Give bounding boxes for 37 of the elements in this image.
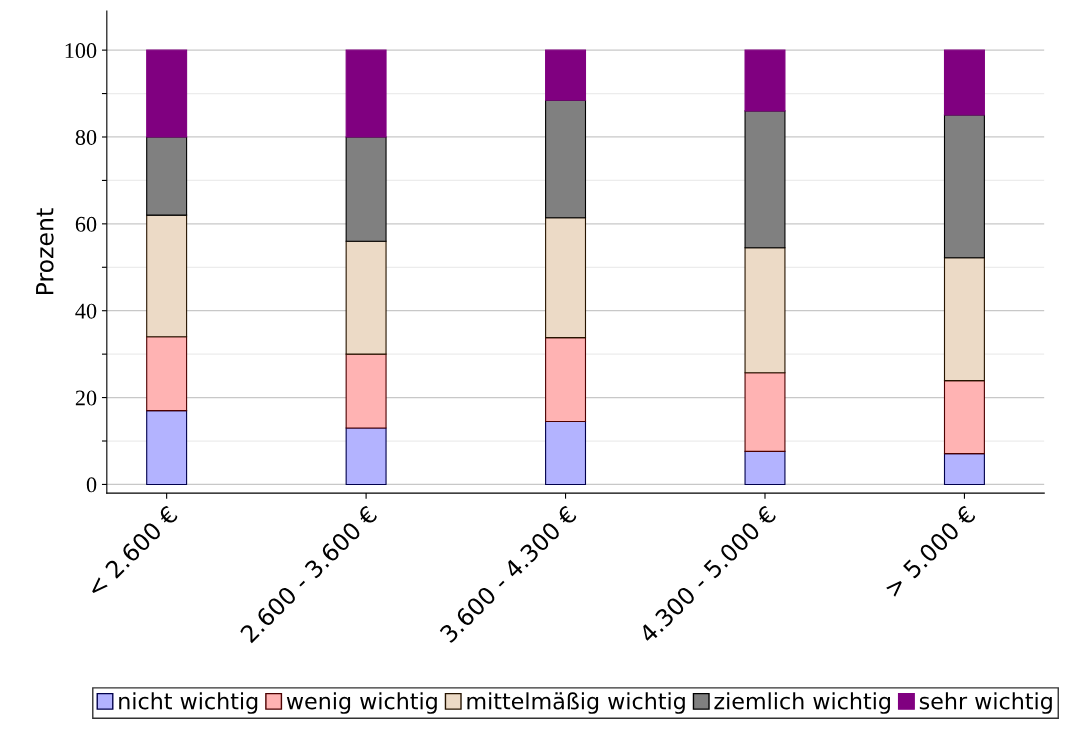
- bar: [545, 420, 587, 485]
- bar: [146, 49, 188, 138]
- bar: [744, 450, 786, 485]
- y-tick-label: 80: [75, 129, 97, 145]
- y-tick-label: 0: [86, 477, 97, 493]
- legend-label: sehr wichtig: [919, 692, 1052, 714]
- bar: [943, 49, 985, 116]
- bar: [345, 353, 387, 429]
- bar: [545, 49, 587, 101]
- y-tick-label: 60: [75, 216, 97, 232]
- y-axis-title: Prozent: [36, 208, 54, 295]
- bar: [345, 136, 387, 242]
- legend-label: wenig wichtig: [286, 692, 437, 714]
- y-tick-label: 20: [75, 390, 97, 406]
- bar: [545, 99, 587, 219]
- bar: [943, 380, 985, 455]
- bar: [545, 337, 587, 423]
- bar: [744, 49, 786, 112]
- bar: [545, 217, 587, 339]
- bar: [744, 247, 786, 374]
- bar: [146, 214, 188, 338]
- bar: [943, 453, 985, 485]
- bar: [943, 114, 985, 259]
- bar: [146, 410, 188, 485]
- bar: [146, 136, 188, 216]
- bar: [943, 257, 985, 382]
- bar: [345, 240, 387, 355]
- legend-label: mittelmäßig wichtig: [467, 692, 685, 714]
- legend-label: nicht wichtig: [119, 692, 258, 714]
- legend-label: ziemlich wichtig: [714, 692, 890, 714]
- bar: [744, 110, 786, 249]
- bar: [345, 49, 387, 138]
- bar: [744, 372, 786, 452]
- y-tick-label: 40: [75, 303, 97, 319]
- y-tick-label: 100: [65, 43, 97, 59]
- bar: [146, 336, 188, 412]
- bar: [345, 427, 387, 485]
